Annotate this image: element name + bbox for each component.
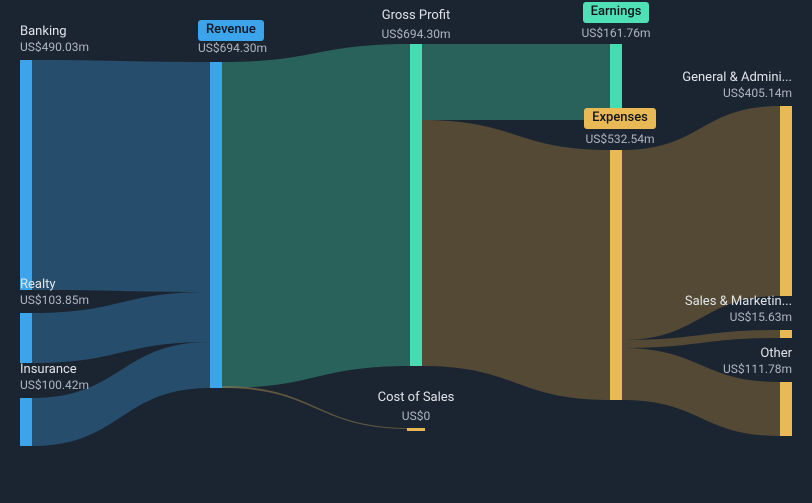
label-sm-title: Sales & Marketin...	[685, 294, 792, 310]
node-cogs	[407, 428, 425, 431]
label-banking: BankingUS$490.03m	[20, 24, 89, 55]
label-ga-title: General & Admini...	[682, 70, 792, 86]
node-realty	[20, 313, 32, 363]
label-cogs-title: Cost of Sales	[356, 390, 476, 406]
node-gross	[410, 44, 422, 366]
label-other: OtherUS$111.78m	[723, 346, 792, 377]
node-expenses	[610, 150, 622, 400]
flow-banking-to-revenue	[32, 60, 210, 292]
label-insurance-value: US$100.42m	[20, 378, 89, 393]
node-other	[780, 382, 792, 436]
label-sm: Sales & Marketin...US$15.63m	[685, 294, 792, 325]
label-ga-value: US$405.14m	[682, 86, 792, 101]
label-cogs-value: US$0	[356, 409, 476, 424]
flow-revenue-to-gross	[222, 44, 410, 388]
label-earnings-value: US$161.76m	[566, 26, 666, 41]
label-other-value: US$111.78m	[723, 362, 792, 377]
node-banking	[20, 60, 32, 290]
label-revenue-value: US$694.30m	[198, 41, 267, 56]
node-sm	[780, 330, 792, 338]
label-revenue-badge: Revenue	[198, 20, 264, 41]
label-cogs: Cost of Sales US$0	[356, 390, 476, 424]
label-realty-title: Realty	[20, 277, 89, 293]
label-insurance-title: Insurance	[20, 362, 89, 378]
flow-gross-to-expenses	[422, 120, 610, 400]
label-banking-title: Banking	[20, 24, 89, 40]
node-insurance	[20, 398, 32, 446]
label-realty: RealtyUS$103.85m	[20, 277, 89, 308]
label-insurance: InsuranceUS$100.42m	[20, 362, 89, 393]
label-ga: General & Admini...US$405.14m	[682, 70, 792, 101]
label-gross-value: US$694.30m	[356, 27, 476, 42]
label-expenses-badge: Expenses	[584, 108, 656, 129]
label-gross-title: Gross Profit	[356, 8, 476, 24]
label-banking-value: US$490.03m	[20, 40, 89, 55]
label-earnings-badge: Earnings	[583, 2, 650, 23]
label-realty-value: US$103.85m	[20, 293, 89, 308]
label-expenses: Expenses US$532.54m	[560, 108, 680, 147]
label-earnings: Earnings US$161.76m	[566, 2, 666, 41]
sankey-chart: { "type": "sankey", "canvas": { "width":…	[0, 0, 812, 503]
label-revenue: RevenueUS$694.30m	[198, 20, 267, 56]
label-gross: Gross Profit US$694.30m	[356, 8, 476, 42]
label-other-title: Other	[723, 346, 792, 362]
node-revenue	[210, 62, 222, 388]
node-ga	[780, 106, 792, 296]
label-sm-value: US$15.63m	[685, 310, 792, 325]
label-expenses-value: US$532.54m	[560, 132, 680, 147]
